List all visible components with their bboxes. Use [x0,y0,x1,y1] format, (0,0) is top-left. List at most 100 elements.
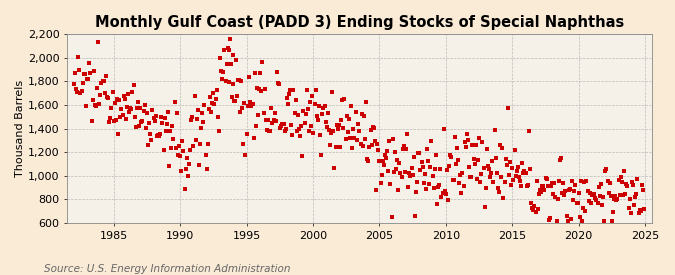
Point [327,90,338,94]
Point [170,146,181,150]
Point [590,196,601,200]
Point [187,115,198,119]
Point [549,180,560,185]
Point [612,196,623,201]
Point [371,188,381,192]
Point [478,166,489,170]
Point [595,182,606,186]
Point [254,87,265,91]
Point [163,164,174,169]
Point [443,164,454,168]
Point [231,94,242,98]
Point [317,112,327,116]
Point [344,135,355,140]
Point [180,167,191,171]
Point [447,177,458,182]
Point [278,122,289,126]
Point [431,202,442,207]
Point [441,168,452,172]
Point [521,183,532,188]
Point [115,115,126,120]
Point [468,157,479,161]
Point [167,124,178,128]
Point [360,137,371,141]
Point [587,193,597,197]
Point [386,214,397,219]
Point [504,173,514,177]
Point [300,112,311,117]
Point [90,103,101,107]
Point [209,102,220,106]
Point [601,166,612,171]
Point [502,106,513,110]
Point [71,87,82,91]
Point [265,129,275,133]
Point [194,163,205,167]
Point [545,215,556,220]
Point [316,152,327,157]
Point [369,126,379,131]
Point [219,48,230,52]
Point [286,123,297,127]
Point [583,199,594,203]
Point [620,192,630,196]
Point [376,173,387,177]
Point [159,116,170,120]
Point [148,116,159,120]
Point [516,184,526,189]
Point [579,180,590,185]
Point [428,186,439,191]
Point [499,180,510,184]
Point [616,180,627,184]
Point [512,165,523,169]
Point [403,185,414,189]
Point [459,140,470,144]
Point [151,114,161,118]
Point [147,108,158,112]
Point [76,89,87,94]
Point [139,103,150,108]
Point [203,107,214,111]
Point [297,154,308,158]
Point [429,166,440,171]
Point [375,180,386,185]
Point [116,107,127,111]
Point [224,48,235,53]
Point [415,167,426,172]
Point [580,209,591,214]
Point [102,95,113,100]
Point [130,114,140,119]
Point [225,37,236,42]
Point [288,88,299,92]
Point [105,116,115,120]
Point [545,184,556,188]
Point [205,94,215,99]
Point [541,177,552,182]
Point [95,93,106,97]
Point [350,110,361,114]
Point [557,191,568,196]
Point [490,155,501,160]
Text: Source: U.S. Energy Information Administration: Source: U.S. Energy Information Administ… [44,264,290,274]
Point [493,186,504,191]
Point [175,153,186,158]
Point [514,175,524,179]
Point [128,83,139,87]
Point [259,87,270,91]
Point [220,79,231,84]
Point [517,160,528,165]
Point [190,138,201,142]
Point [310,87,321,92]
Point [360,100,371,104]
Point [632,176,643,181]
Point [292,129,302,134]
Point [216,68,227,73]
Point [247,101,258,106]
Point [505,160,516,164]
Point [213,129,224,133]
Point [201,166,212,171]
Point [433,185,443,189]
Point [453,158,464,163]
Point [228,53,239,57]
Point [163,110,173,114]
